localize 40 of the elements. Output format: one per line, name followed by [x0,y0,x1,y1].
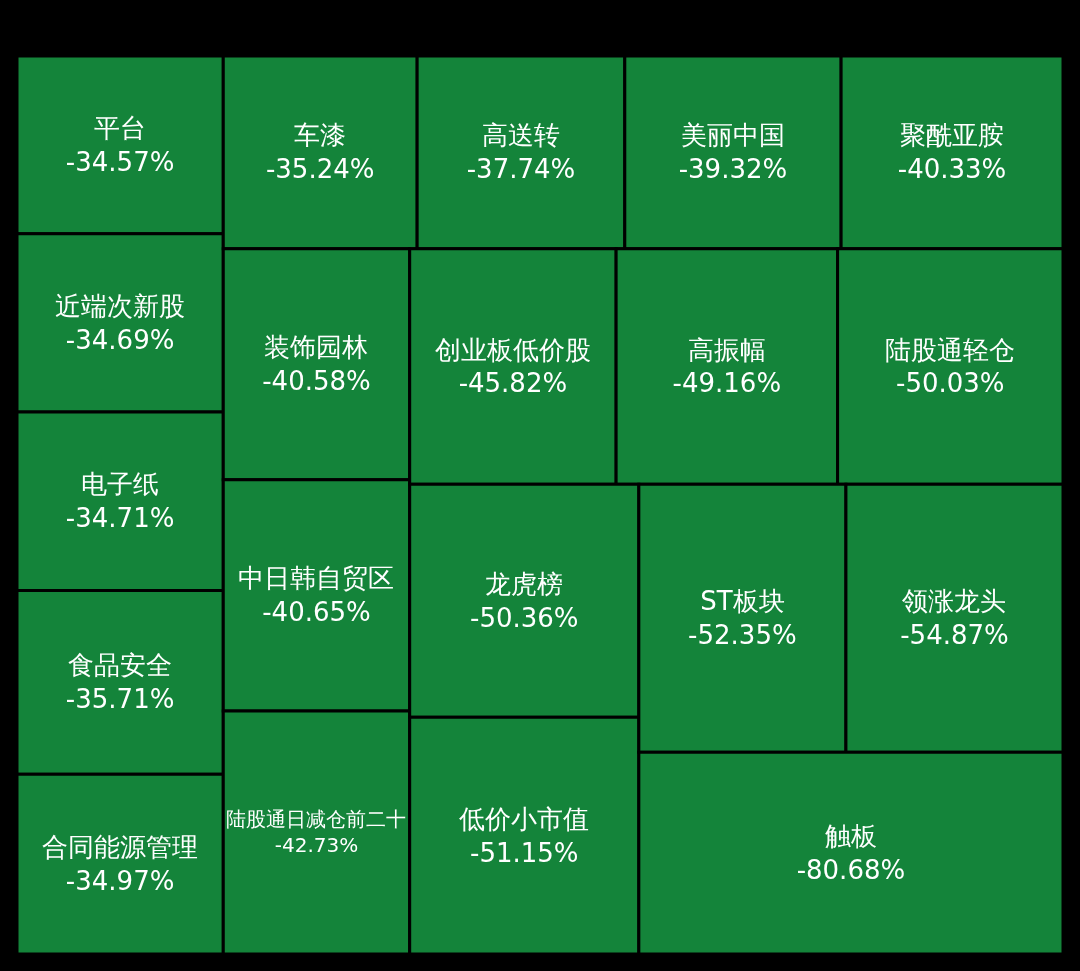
category-label: 美丽中国 [680,120,785,151]
category-label: ST板块 [700,586,785,617]
data-label: -49.16% [672,368,782,399]
data-label: -34.97% [65,866,175,896]
data-label: -52.35% [688,620,797,651]
data-label: -35.24% [265,154,375,185]
category-label: 龙虎榜 [485,568,564,599]
category-label: 中日韩自贸区 [238,563,395,594]
data-label: -34.69% [65,324,175,355]
category-label: 陆股通日减仓前二十 [226,807,407,832]
data-label: -40.33% [897,154,1007,185]
category-label: 陆股通轻仓 [885,334,1016,365]
data-label: -50.03% [896,368,1005,399]
data-label: -35.71% [65,684,175,715]
data-label: -39.32% [678,154,788,185]
data-label: -40.65% [262,597,371,628]
data-label: -42.73% [274,833,359,858]
category-label: 平台 [94,112,147,143]
data-label: -45.82% [458,368,568,399]
data-label: -51.15% [470,837,579,868]
data-label: -37.74% [466,154,576,185]
data-label: -50.36% [470,602,579,633]
category-label: 高振幅 [687,334,766,365]
category-label: 聚酰亚胺 [900,120,1005,151]
data-label: -80.68% [796,855,906,886]
category-label: 高送转 [481,120,560,151]
category-label: 低价小市值 [459,803,590,834]
category-label: 电子纸 [81,469,160,500]
category-label: 领涨龙头 [902,586,1007,617]
data-label: -34.57% [65,146,175,177]
category-label: 合同能源管理 [42,832,199,863]
category-label: 触板 [824,821,877,852]
category-label: 近端次新股 [55,291,186,322]
category-label: 车漆 [294,120,347,151]
category-label: 创业板低价股 [434,334,591,365]
data-label: -54.87% [900,620,1009,651]
category-label: 食品安全 [68,650,173,681]
category-label: 装饰园林 [264,332,369,363]
data-label: -40.58% [262,366,371,397]
data-label: -34.71% [65,503,175,534]
